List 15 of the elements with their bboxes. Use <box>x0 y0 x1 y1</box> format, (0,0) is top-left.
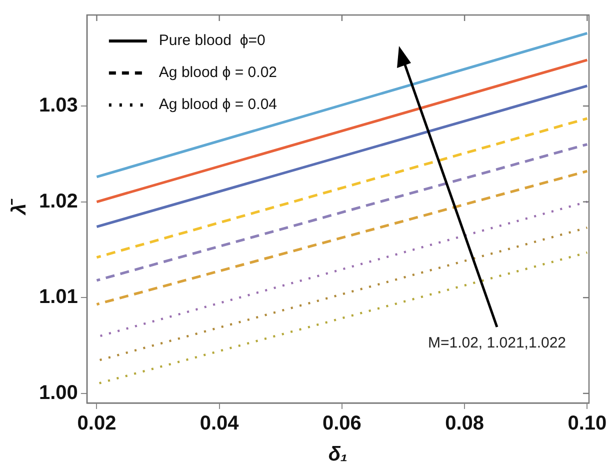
y-tick-label: 1.02 <box>38 190 78 212</box>
x-tick-label: 0.06 <box>322 412 362 435</box>
x-tick-label: 0.02 <box>77 412 116 435</box>
x-tick-label: 0.04 <box>200 412 240 435</box>
annotation: Pure blood ϕ=0 <box>158 32 266 50</box>
y-tick-label: 1.03 <box>38 94 78 117</box>
x-tick-label: 0.08 <box>445 412 484 435</box>
annotation: M=1.02, 1.021,1.022 <box>428 334 566 352</box>
x-tick-label: 0.10 <box>568 412 607 435</box>
y-tick-label: 1.01 <box>38 286 78 308</box>
annotation: Ag blood ϕ = 0.04 <box>158 96 278 114</box>
y-axis-title: λ̄ <box>8 198 31 216</box>
y-tick-label: 1.00 <box>38 382 78 404</box>
annotation: Ag blood ϕ = 0.02 <box>158 64 278 82</box>
x-axis-title: δ₁ <box>328 444 348 466</box>
